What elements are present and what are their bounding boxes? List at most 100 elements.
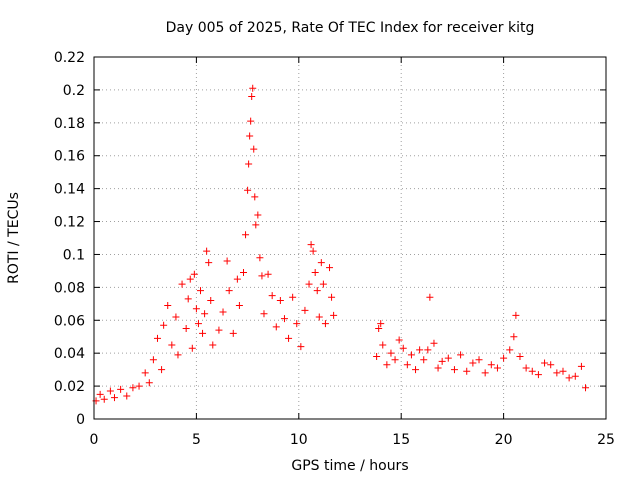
data-point [264, 270, 272, 278]
data-point [309, 247, 317, 255]
y-tick-label: 0.16 [54, 149, 85, 165]
data-point [268, 292, 276, 300]
data-points [92, 84, 590, 405]
data-point [475, 356, 483, 364]
data-point [420, 356, 428, 364]
data-point [247, 117, 255, 125]
data-point [174, 351, 182, 359]
data-point [242, 231, 250, 239]
data-point [201, 310, 209, 318]
y-tick-label: 0.04 [54, 346, 85, 362]
data-point [225, 287, 233, 295]
data-point [178, 280, 186, 288]
data-point [403, 361, 411, 369]
data-point [149, 356, 157, 364]
data-point [196, 287, 204, 295]
y-tick-label: 0.22 [54, 50, 85, 66]
data-point [399, 344, 407, 352]
data-point [182, 325, 190, 332]
data-point [160, 321, 168, 329]
data-point [522, 364, 530, 372]
data-point [321, 320, 329, 328]
data-point [430, 339, 438, 347]
x-axis-label: GPS time / hours [291, 458, 408, 474]
data-point [276, 297, 284, 305]
data-point [229, 329, 237, 337]
data-point [307, 241, 315, 249]
data-point [541, 359, 549, 367]
data-point [444, 354, 452, 362]
data-point [192, 305, 200, 313]
data-point [326, 264, 334, 272]
data-point [516, 352, 524, 360]
data-point [305, 280, 313, 288]
data-point [547, 361, 555, 369]
data-point [251, 193, 259, 201]
data-point [407, 351, 415, 359]
data-point [245, 160, 253, 168]
data-point [487, 361, 495, 369]
data-point [328, 293, 336, 301]
data-point [375, 325, 383, 332]
data-point [383, 361, 391, 369]
data-point [297, 343, 305, 351]
data-point [512, 311, 520, 319]
data-point [244, 186, 252, 194]
y-tick-label: 0 [76, 412, 85, 428]
data-point [117, 385, 125, 393]
data-point [205, 259, 213, 267]
data-point [481, 369, 489, 377]
data-point [463, 367, 471, 375]
data-point [506, 346, 514, 354]
data-point [553, 369, 561, 377]
data-point [252, 221, 260, 229]
data-point [199, 329, 207, 337]
data-point [565, 374, 573, 382]
data-point [457, 351, 465, 359]
data-point [534, 371, 542, 379]
data-point [313, 287, 321, 295]
data-point [289, 293, 297, 301]
data-point [223, 257, 231, 265]
data-point [500, 354, 508, 362]
data-point [330, 311, 338, 319]
data-point [235, 301, 243, 309]
data-point [424, 346, 432, 354]
data-point [438, 357, 446, 365]
data-point [315, 313, 323, 321]
chart-title: Day 005 of 2025, Rate Of TEC Index for r… [166, 20, 535, 36]
y-tick-label: 0.08 [54, 280, 85, 296]
plot-frame [93, 56, 607, 420]
x-tick-label: 10 [290, 432, 308, 448]
data-point [188, 344, 196, 352]
data-point [391, 356, 399, 364]
x-tick-label: 20 [495, 432, 513, 448]
data-point [233, 275, 241, 283]
data-point [311, 269, 319, 277]
data-point [250, 145, 258, 153]
data-point [317, 259, 325, 267]
data-point [510, 333, 518, 341]
data-point [416, 346, 424, 354]
data-point [280, 315, 288, 323]
data-point [168, 341, 176, 349]
data-point [469, 359, 477, 367]
data-point [434, 364, 442, 372]
data-point [172, 313, 180, 321]
data-point [129, 384, 137, 392]
data-point [493, 364, 501, 372]
y-tick-label: 0.06 [54, 313, 85, 329]
data-point [450, 366, 458, 374]
y-tick-label: 0.14 [54, 182, 85, 198]
data-point [285, 334, 293, 342]
data-point [246, 132, 254, 140]
y-tick-label: 0.12 [54, 215, 85, 231]
x-tick-label: 15 [392, 432, 410, 448]
data-point [293, 320, 301, 328]
data-point [153, 334, 161, 342]
data-point [106, 387, 114, 395]
data-point [373, 352, 381, 360]
data-point [203, 247, 211, 255]
data-point [123, 392, 131, 400]
